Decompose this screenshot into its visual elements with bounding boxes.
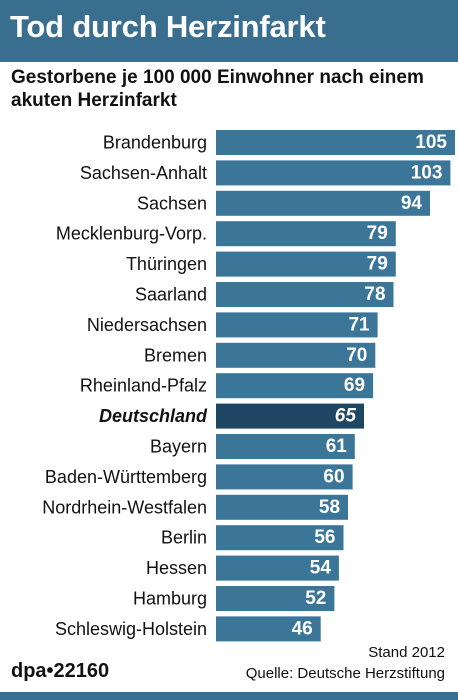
category-label-9: Deutschland (99, 406, 208, 426)
value-label-8: 69 (344, 375, 365, 396)
value-label-7: 70 (346, 345, 367, 366)
bar-7 (216, 342, 376, 368)
category-label-15: Hamburg (133, 589, 207, 609)
value-label-16: 46 (292, 618, 313, 639)
bar-13 (216, 525, 344, 551)
category-label-11: Baden-Württemberg (45, 467, 207, 487)
category-label-10: Bayern (150, 437, 207, 457)
bar-1 (216, 160, 451, 186)
category-label-12: Nordrhein-Westfalen (42, 497, 207, 517)
value-label-10: 61 (326, 436, 348, 457)
source-note: Quelle: Deutsche Herzstiftung (245, 665, 445, 682)
value-label-11: 60 (323, 466, 344, 487)
value-label-6: 71 (348, 314, 370, 335)
bar-11 (216, 464, 353, 490)
bar-8 (216, 373, 374, 399)
category-label-8: Rheinland-Pfalz (80, 376, 207, 396)
category-label-14: Hessen (146, 558, 207, 578)
bar-9 (216, 403, 364, 429)
value-label-2: 94 (401, 193, 423, 214)
bar-6 (216, 312, 378, 338)
bar-0 (216, 130, 455, 155)
category-label-3: Mecklenburg-Vorp. (56, 224, 207, 244)
chart-subtitle: Gestorbene je 100 000 Einwohner nach ein… (11, 67, 424, 111)
category-label-4: Thüringen (126, 254, 207, 274)
category-label-6: Niedersachsen (87, 315, 207, 335)
value-label-3: 79 (367, 223, 388, 244)
value-label-9: 65 (335, 406, 357, 427)
category-label-7: Bremen (144, 345, 207, 365)
date-note: Stand 2012 (368, 644, 445, 661)
bar-16 (216, 616, 321, 642)
value-label-15: 52 (305, 588, 326, 609)
category-label-13: Berlin (161, 528, 207, 548)
bar-12 (216, 494, 348, 520)
category-label-16: Schleswig-Holstein (55, 619, 207, 639)
bar-4 (216, 251, 396, 277)
bottom-rule (0, 692, 458, 700)
value-label-0: 105 (415, 132, 447, 153)
title-bar: Tod durch Herzinfarkt (0, 0, 458, 62)
value-label-13: 56 (314, 527, 335, 548)
category-label-2: Sachsen (137, 193, 207, 213)
bar-15 (216, 586, 335, 611)
bar-10 (216, 434, 355, 459)
value-label-14: 54 (310, 558, 332, 579)
value-label-5: 78 (364, 284, 385, 305)
bar-5 (216, 282, 394, 307)
chart-title: Tod durch Herzinfarkt (10, 9, 326, 44)
category-label-1: Sachsen-Anhalt (80, 163, 207, 183)
agency-credit: dpa•22160 (11, 660, 110, 682)
value-label-1: 103 (411, 162, 443, 183)
value-label-4: 79 (367, 254, 388, 275)
bar-2 (216, 190, 430, 216)
bar-14 (216, 555, 339, 581)
category-label-5: Saarland (135, 285, 207, 305)
bar-3 (216, 221, 396, 247)
value-label-12: 58 (319, 497, 340, 518)
category-label-0: Brandenburg (103, 133, 207, 153)
